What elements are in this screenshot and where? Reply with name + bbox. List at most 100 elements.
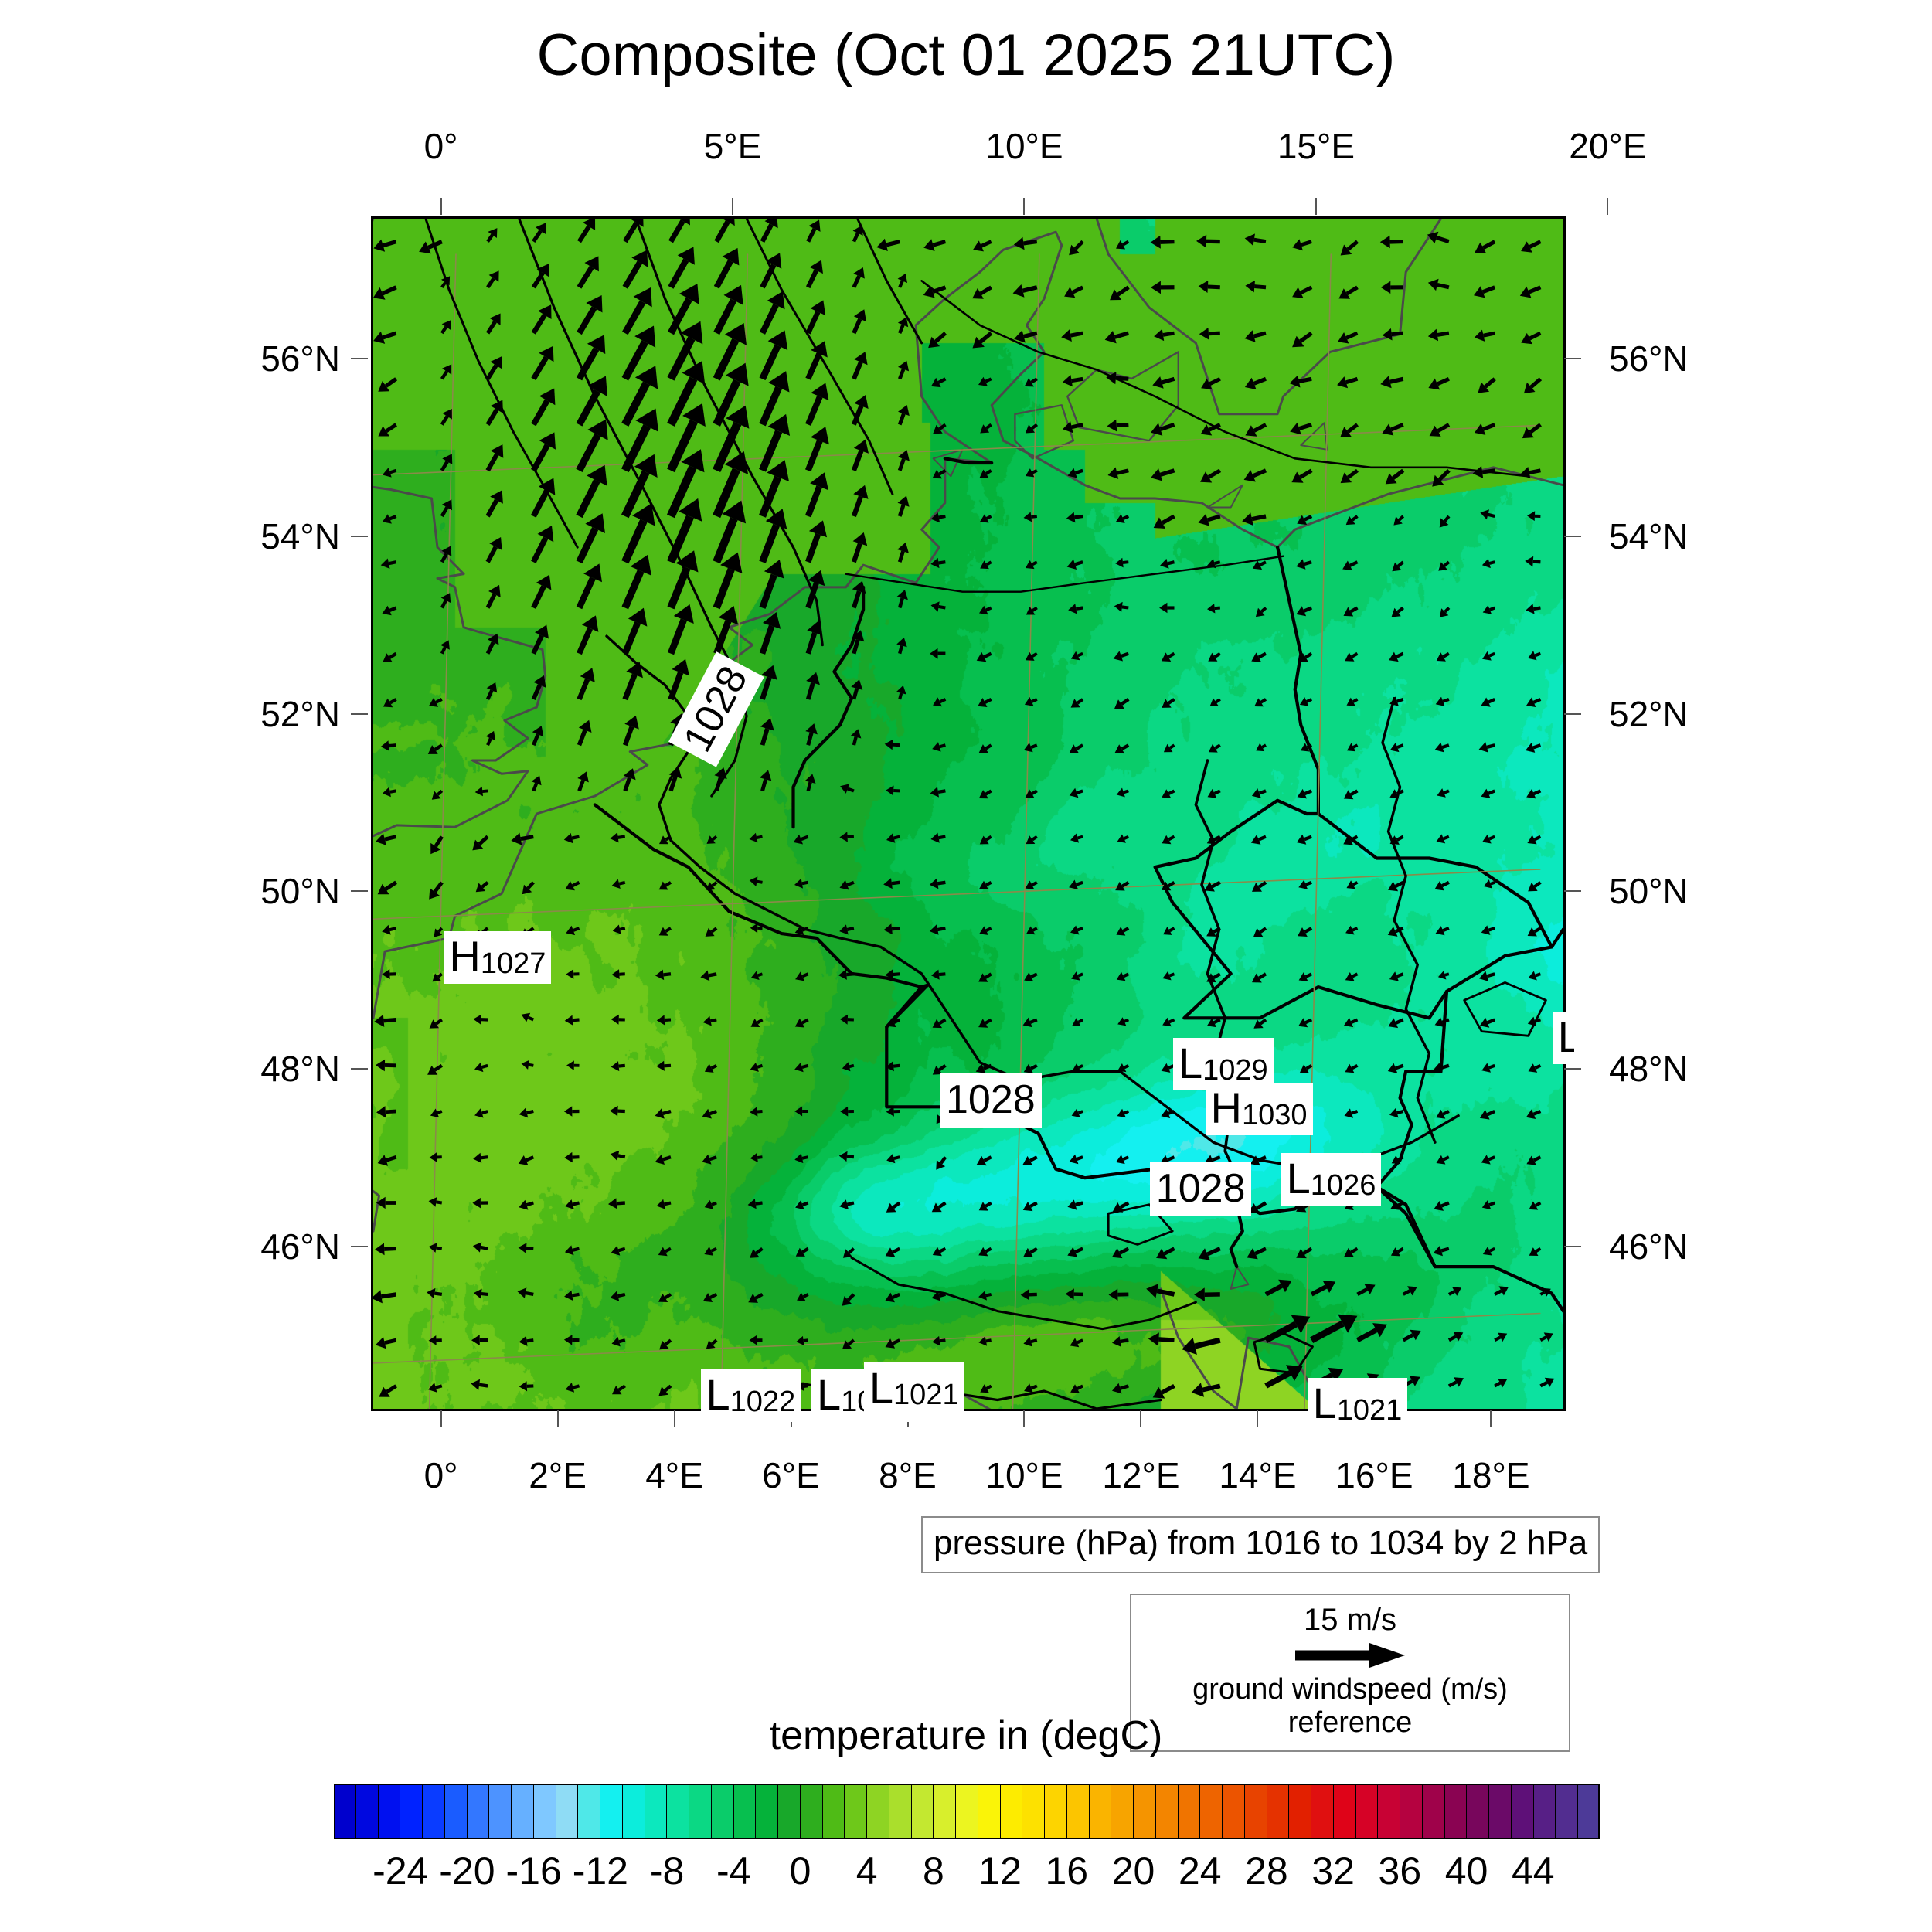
colorbar-swatch [1199,1784,1222,1839]
colorbar-swatch [1355,1784,1378,1839]
wind-arrow [972,285,992,299]
wind-arrow [429,1152,442,1162]
wind-arrow [1245,280,1267,293]
wind-arrow [610,1105,625,1117]
wind-arrow [1389,789,1404,799]
wind-arrow [852,352,868,380]
wind-arrow [1247,1247,1267,1260]
coastline-great-britain [373,219,547,838]
wind-arrow [805,383,829,427]
wind-arrow [702,1015,717,1026]
colorbar[interactable] [334,1784,1600,1839]
wind-arrow [1527,835,1542,845]
wind-arrow [1539,1332,1553,1342]
wind-arrow [1343,606,1359,617]
colorbar-tick-label: -16 [505,1849,562,1893]
wind-arrow [565,1383,580,1393]
wind-arrow [1162,1017,1175,1027]
wind-arrow [623,768,636,792]
graticule-meridian [1304,253,1332,1409]
colorbar-swatch [1133,1784,1155,1839]
wind-arrow [840,1106,854,1117]
wind-arrow [1481,1063,1495,1073]
wind-arrow [430,835,444,855]
pressure-contour-legend: pressure (hPa) from 1016 to 1034 by 2 hP… [921,1516,1600,1573]
wind-arrow [760,253,782,289]
lon-tick-top [440,198,442,215]
wind-arrow [1207,603,1220,614]
wind-arrow [1255,606,1267,617]
colorbar-swatch [577,1784,600,1839]
border-czechia-austria-slovakia [1258,927,1563,1020]
lon-label-bottom: 12°E [1102,1455,1180,1495]
wind-arrow [1344,1017,1359,1028]
wind-arrow [896,637,907,655]
wind-arrow [750,1107,763,1117]
wind-arrow [532,726,544,747]
wind-arrow [850,729,862,746]
wind-arrow [795,971,809,981]
wind-arrow [931,1201,947,1213]
wind-arrow [852,225,863,243]
wind-arrow [1527,511,1541,522]
wind-arrow [564,1151,580,1163]
map-plot-area[interactable] [371,216,1566,1411]
wind-arrow [1433,1063,1450,1073]
wind-arrow [748,1293,764,1303]
wind-arrow [1206,835,1221,845]
wind-arrow [428,1383,443,1393]
lon-label-bottom: 10°E [985,1455,1063,1495]
wind-arrow [485,633,499,655]
lon-label-top: 10°E [985,126,1063,166]
wind-arrow [1474,329,1495,342]
wind-arrow [532,223,546,243]
lon-tick-bottom [673,1410,675,1427]
wind-arrow [795,1247,809,1257]
wind-arrow [1299,697,1313,706]
wind-arrow [621,607,648,655]
wind-arrow [383,651,397,662]
lat-tick-left [351,890,368,893]
wind-arrow [933,423,947,434]
wind-arrow [1116,787,1129,798]
wind-arrow [1389,742,1404,753]
lon-label-bottom: 0° [423,1455,458,1495]
wind-arrow [1526,743,1542,753]
wind-arrow [432,972,444,982]
lat-tick-right [1564,535,1581,537]
isobar-closed-adriatic [1253,1332,1314,1375]
wind-arrow [1208,743,1221,753]
wind-arrow [749,832,763,843]
wind-arrow [471,1379,488,1390]
wind-arrow [794,878,809,889]
wind-arrow [440,320,451,335]
wind-arrow [1474,423,1496,435]
wind-arrow [750,1018,764,1027]
wind-arrow [1194,1287,1220,1301]
border-france-germany [885,983,930,1029]
wind-arrow [471,1335,488,1346]
wind-arrow [668,247,695,289]
coastline-sylt [932,448,964,478]
wind-arrow [1447,1332,1464,1342]
wind-arrow [1117,1108,1130,1118]
wind-arrow [1113,651,1130,662]
pressure-contour-label: 1028 [940,1073,1042,1128]
wind-arrow [666,449,705,519]
colorbar-tick-label: 8 [922,1849,944,1893]
wind-arrow [975,1063,992,1074]
wind-arrow [1116,1155,1130,1165]
wind-arrow [608,1198,625,1209]
wind-arrow [1479,1109,1496,1120]
wind-arrow [1296,1247,1313,1259]
wind-arrow [1298,879,1312,889]
wind-arrow [382,787,396,798]
wind-arrow [1539,1377,1555,1388]
wind-arrow [805,300,826,335]
wind-arrow [750,1247,764,1258]
wind-arrow [1250,835,1267,845]
isobar-1024 [850,1257,1197,1331]
wind-arrow [1152,1384,1175,1399]
lat-label-right: 52°N [1609,693,1689,734]
